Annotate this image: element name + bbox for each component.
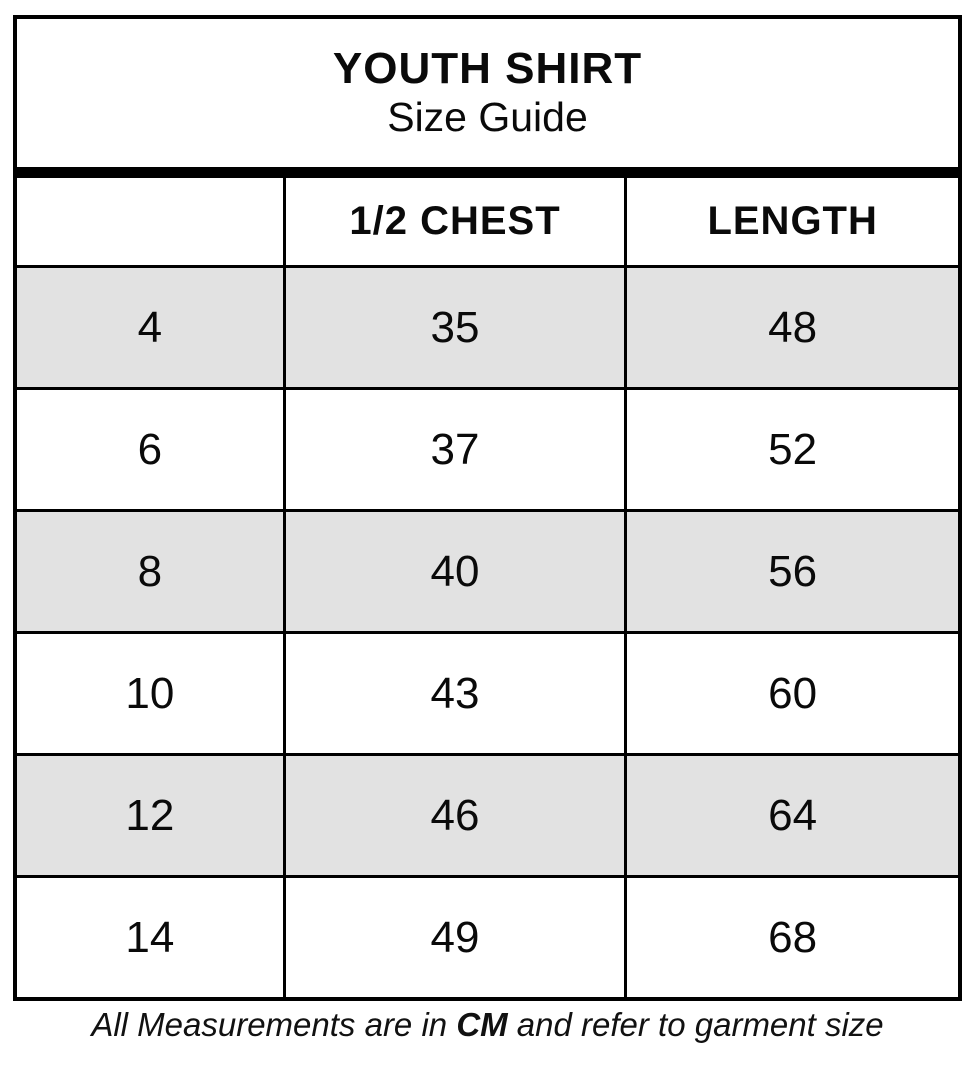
size-cell: 10 bbox=[17, 631, 286, 756]
table-row: 8 40 56 bbox=[17, 509, 958, 634]
half-chest-cell: 43 bbox=[282, 631, 628, 756]
column-header-half-chest: 1/2 CHEST bbox=[282, 178, 628, 268]
table-row: 14 49 68 bbox=[17, 875, 958, 997]
half-chest-cell: 35 bbox=[282, 265, 628, 390]
measurement-note-suffix: and refer to garment size bbox=[507, 1006, 884, 1043]
size-guide-table: YOUTH SHIRT Size Guide 1/2 CHEST LENGTH … bbox=[13, 15, 962, 1001]
half-chest-cell: 40 bbox=[282, 509, 628, 634]
table-row: 6 37 52 bbox=[17, 387, 958, 512]
table-subtitle: Size Guide bbox=[387, 93, 588, 140]
length-cell: 56 bbox=[624, 509, 958, 634]
column-header-blank bbox=[17, 178, 286, 268]
length-cell: 68 bbox=[624, 875, 958, 997]
table-title: YOUTH SHIRT bbox=[332, 44, 643, 94]
length-cell: 52 bbox=[624, 387, 958, 512]
table-row: 10 43 60 bbox=[17, 631, 958, 756]
length-cell: 60 bbox=[624, 631, 958, 756]
half-chest-cell: 37 bbox=[282, 387, 628, 512]
measurement-note-unit: CM bbox=[456, 1006, 508, 1043]
length-cell: 64 bbox=[624, 753, 958, 878]
table-row: 4 35 48 bbox=[17, 265, 958, 390]
measurement-note: All Measurements are in CM and refer to … bbox=[0, 1006, 975, 1044]
length-cell: 48 bbox=[624, 265, 958, 390]
half-chest-cell: 46 bbox=[282, 753, 628, 878]
size-cell: 8 bbox=[17, 509, 286, 634]
table-header-row: 1/2 CHEST LENGTH bbox=[17, 178, 958, 268]
size-cell: 12 bbox=[17, 753, 286, 878]
measurement-note-prefix: All Measurements are in bbox=[91, 1006, 457, 1043]
half-chest-cell: 49 bbox=[282, 875, 628, 997]
size-cell: 6 bbox=[17, 387, 286, 512]
table-row: 12 46 64 bbox=[17, 753, 958, 878]
column-header-length: LENGTH bbox=[624, 178, 958, 268]
size-cell: 14 bbox=[17, 875, 286, 997]
table-title-block: YOUTH SHIRT Size Guide bbox=[17, 19, 958, 178]
measurements-table: 1/2 CHEST LENGTH 4 35 48 6 37 52 8 40 bbox=[17, 178, 958, 997]
size-cell: 4 bbox=[17, 265, 286, 390]
